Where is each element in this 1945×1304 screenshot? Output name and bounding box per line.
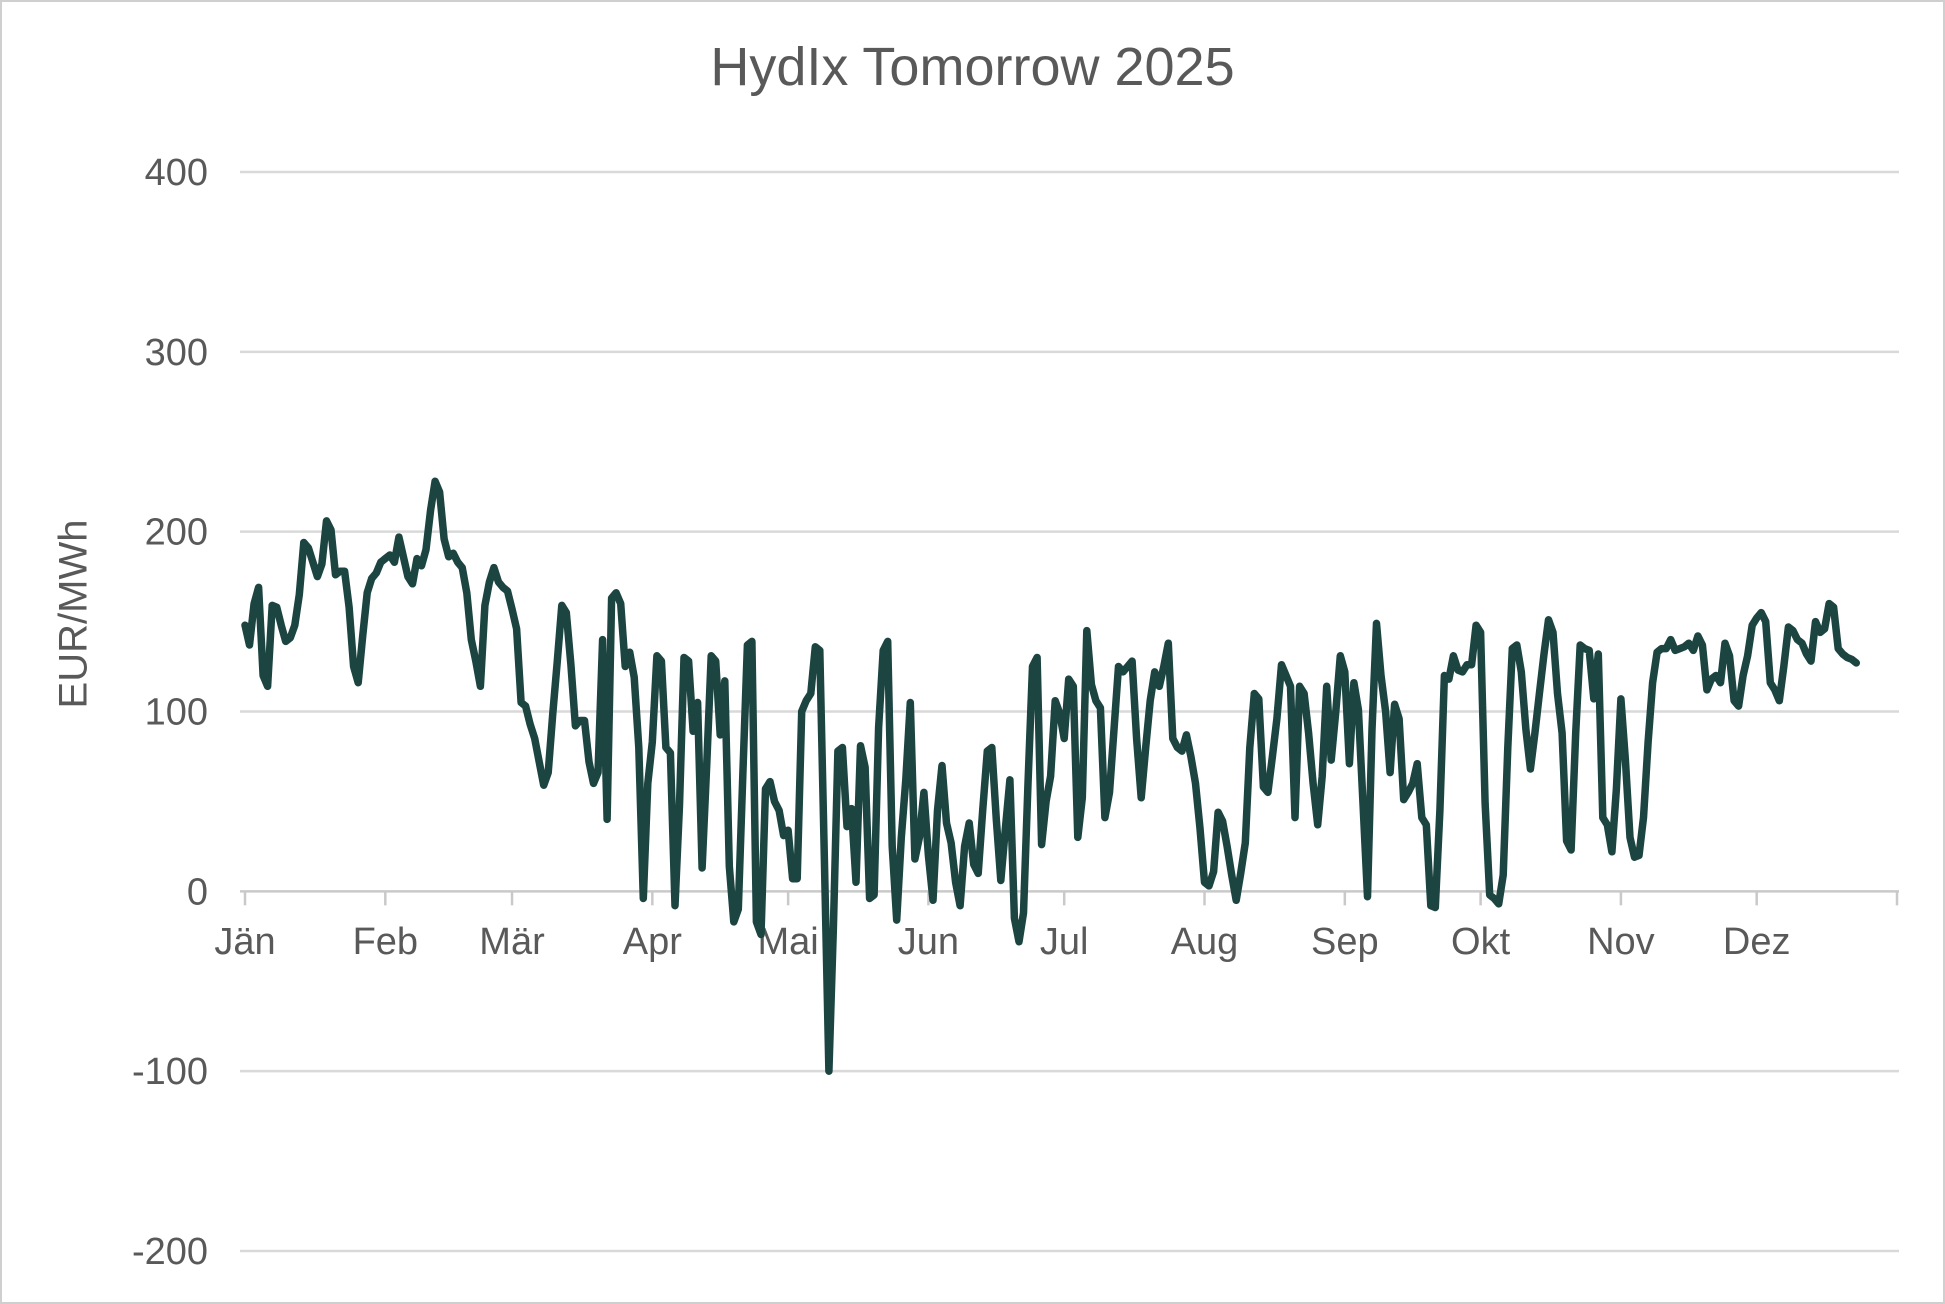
x-tick-label: Jän [214, 921, 275, 963]
y-tick-label: 100 [145, 692, 208, 734]
y-tick-label: 200 [145, 512, 208, 554]
x-tick-label: Apr [623, 921, 682, 963]
x-tick-label: Aug [1171, 921, 1239, 963]
chart-title: HydIx Tomorrow 2025 [710, 37, 1235, 97]
x-tick-label: Feb [353, 921, 418, 963]
y-tick-label: -100 [132, 1051, 208, 1093]
x-tick-label: Jun [898, 921, 959, 963]
y-tick-labels: 400 300 200 100 0 -100 -200 [132, 152, 208, 1273]
series-line [241, 477, 1861, 1075]
gridlines [240, 170, 1899, 1253]
x-tick-label: Mär [479, 921, 545, 963]
x-tick-label: Jul [1040, 921, 1089, 963]
x-tick-label: Nov [1587, 921, 1655, 963]
x-tick-label: Okt [1451, 921, 1511, 963]
y-tick-label: -200 [132, 1231, 208, 1273]
y-tick-label: 300 [145, 332, 208, 374]
x-tick-labels: Jän Feb Mär Apr Mai Jun Jul Aug Sep Okt Nov Dez [214, 921, 1790, 963]
x-tick-label: Mai [758, 921, 819, 963]
x-tick-label: Sep [1311, 921, 1379, 963]
x-axis-ticks [243, 891, 1899, 906]
x-tick-label: Dez [1723, 921, 1791, 963]
y-tick-label: 0 [187, 871, 208, 913]
y-tick-label: 400 [145, 152, 208, 194]
